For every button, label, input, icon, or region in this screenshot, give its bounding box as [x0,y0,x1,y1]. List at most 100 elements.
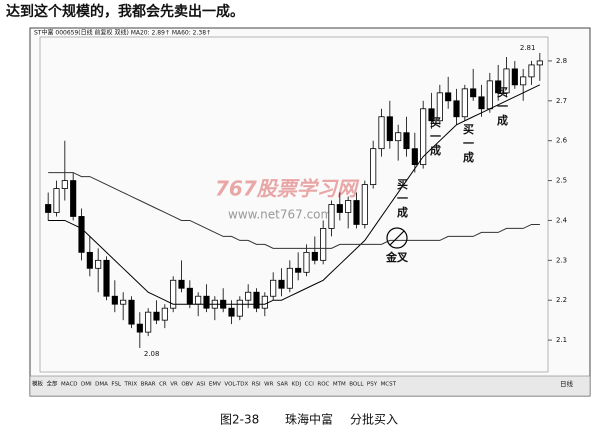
watermark: www.net767.com [228,208,332,222]
tab: CCI [305,382,315,388]
candle-body [528,64,535,78]
candle-body [303,251,310,273]
y-tick-label: 2.4 [556,216,568,224]
tab: PSY [367,382,378,388]
candle-body [395,132,402,142]
tab: EMV [209,382,221,388]
candle-body [253,291,260,309]
candle-body [186,287,193,305]
tab: DMI [81,382,92,388]
tab: VR [170,382,178,388]
annotation: 金叉 [385,250,409,264]
candle-body [511,68,518,86]
candle-body [228,307,235,317]
candle-body [95,259,102,269]
candle-body [270,279,277,297]
tab: WR [264,382,273,388]
y-tick-label: 2.8 [556,57,567,65]
candle-body [161,307,168,321]
period-label: 日线 [560,379,574,388]
candle-body [86,251,93,269]
candle-body [353,200,360,225]
y-tick-label: 2.6 [556,137,568,145]
candle-body [320,228,327,261]
y-tick-label: 2.2 [556,296,567,304]
header-text: 达到这个规模的，我都会先卖出一成。 [6,3,244,20]
ma-line [48,84,541,305]
annotation-char: 买 [497,86,508,99]
annotation-group: 买一成 [397,178,408,219]
tab: CR [159,382,167,388]
candle-body [470,88,477,98]
tab: MTM [333,382,346,388]
caption-stock: 珠海中富 [285,412,333,427]
candle-body [478,96,485,110]
candle-body [153,311,160,321]
tab: 模板 [32,380,44,388]
candle-body [428,108,435,122]
plot-frame [39,36,549,373]
tab: TRIX [124,382,138,388]
candle-body [78,216,85,253]
annotation-group: 买一成 [497,86,508,127]
candle-body [111,295,118,305]
candle-body [236,299,243,317]
tab: SAR [277,382,288,388]
y-tick-label: 2.1 [556,336,567,344]
candle-body [520,76,527,86]
candle-body [136,323,143,333]
tab: BRAR [141,382,156,388]
tab: BOLL [349,382,364,388]
candle-body [53,188,60,213]
annotation-char: 买 [397,178,408,191]
tab: DMA [95,382,108,388]
candle-body [61,180,68,189]
annotation: 2.08 [144,350,160,358]
candle-body [495,80,502,94]
tab: OBV [181,382,193,388]
tab: ASI [197,382,206,388]
annotation-char: 一 [397,192,408,205]
candle-body [386,116,393,142]
candle-body [278,279,285,289]
tab: MCST [381,382,397,388]
candle-body [453,100,460,118]
candle-body [170,279,177,309]
candle-body [195,295,202,305]
candle-body [45,204,52,213]
annotation-char: 买 [463,123,474,136]
candle-body [145,311,152,333]
candle-body [286,267,293,289]
tab-bar [29,375,591,397]
candle-body [103,259,110,297]
annotation-char: 一 [497,100,508,113]
annotation: 2.81 [520,44,536,52]
candle-body [403,132,410,150]
candle-body [345,200,352,213]
candle-body [411,148,418,166]
annotation-group: 买一成 [463,123,474,164]
y-tick-label: 2.3 [556,256,567,264]
candle-body [336,204,343,213]
annotation-char: 成 [430,143,441,157]
candle-body [245,291,252,301]
candle-body [461,88,468,118]
candle-body [295,267,302,273]
candle-body [261,295,268,309]
caption-title: 分批买入 [350,412,398,427]
annotation-char: 成 [497,113,508,127]
candle-body [378,116,385,150]
tab: VOL-TDX [224,382,248,388]
cross-line [389,230,405,246]
candle-body [420,108,427,166]
candle-body [503,68,510,94]
tab: MACD [61,382,78,388]
chart-title: ST中富 000659(日线 前复权 双线) MA20: 2.89↑ MA60:… [34,29,211,37]
candle-body [536,60,543,66]
annotation-char: 一 [430,130,441,143]
candle-body [203,295,210,309]
tab: FSL [111,382,122,388]
candle-body [70,180,77,217]
